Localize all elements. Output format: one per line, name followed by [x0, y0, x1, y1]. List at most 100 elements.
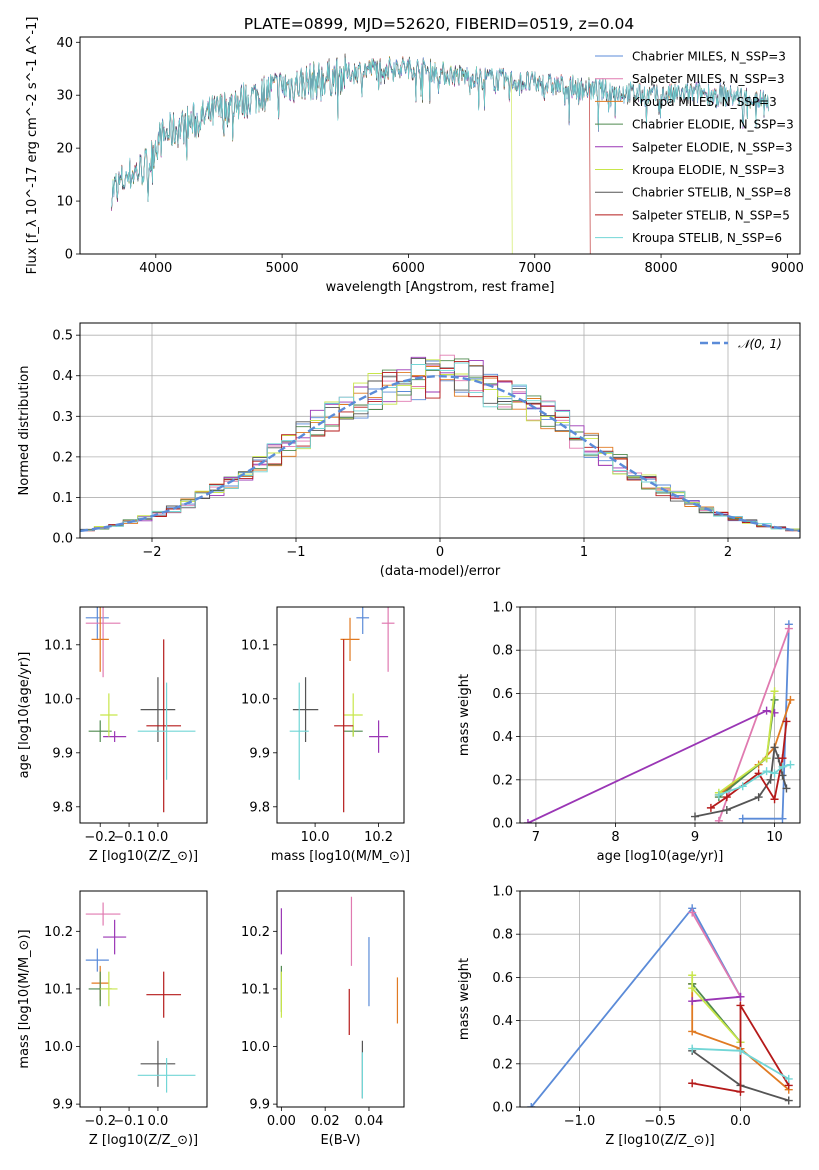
- y-tick-label: 0.0: [492, 817, 513, 832]
- axes-frame: [519, 890, 801, 1108]
- x-tick-label: 0.00: [267, 1114, 296, 1129]
- plot-area: [85, 607, 196, 813]
- x-tick-label: 0.0: [730, 1114, 751, 1129]
- legend-label: Chabrier STELIB, N_SSP=8: [632, 186, 791, 200]
- y-tick-label: 1.0: [492, 885, 513, 900]
- weight-marker: [762, 767, 771, 776]
- weight-marker: [691, 812, 699, 821]
- weight-marker: [527, 1103, 536, 1107]
- x-tick-label: 9000: [771, 261, 804, 276]
- plot-area: [85, 902, 196, 1093]
- y-tick-label: 9.9: [249, 746, 270, 761]
- weight-line-salpeter-elodie: [692, 995, 741, 1003]
- legend-label: Salpeter ELODIE, N_SSP=3: [632, 140, 793, 154]
- weight-vs-age-plot: 7 8 9 10 0.0 0.2 0.4 0.6 0.8 1.0 age [log10(age/yr…: [457, 601, 801, 864]
- weight-marker: [714, 816, 723, 823]
- y-tick-label: 10.0: [44, 692, 73, 707]
- y-axis-label: mass weight: [457, 674, 472, 756]
- y-tick-label: 9.9: [249, 1098, 270, 1113]
- x-tick-label: 5000: [266, 261, 299, 276]
- x-tick-label: 1: [580, 545, 588, 560]
- spectrum-line-kroupa-stelib: [111, 57, 769, 208]
- y-tick-label: 10.1: [241, 982, 270, 997]
- weight-marker: [688, 1079, 697, 1088]
- weight-vs-metallicity-plot: −1.0 −0.5 0.0 0.0 0.2 0.4 0.6 0.8 1.0 Z [log10(Z/…: [457, 885, 801, 1148]
- weight-marker: [736, 1046, 745, 1055]
- age-vs-mass-plot: 10.0 10.2 9.8 9.9 10.0 10.1 mass [log10(M/M_⊙)…: [241, 606, 410, 864]
- y-tick-label: 20: [56, 142, 73, 157]
- weight-marker: [688, 1027, 697, 1036]
- plot-area: [289, 607, 395, 813]
- y-tick-label: 9.9: [52, 1098, 73, 1113]
- weight-marker: [754, 793, 763, 802]
- weight-marker: [770, 743, 779, 752]
- weight-line-chabrier-stelib: [694, 747, 788, 818]
- x-tick-label: 2: [724, 545, 732, 560]
- y-tick-label: 9.8: [249, 800, 270, 815]
- y-tick-label: 0.6: [492, 687, 513, 702]
- x-tick-label: −0.5: [644, 1114, 676, 1129]
- weight-line-salpeter-miles: [691, 912, 742, 998]
- weight-marker: [688, 1044, 697, 1053]
- y-tick-label: 0.4: [52, 369, 73, 384]
- y-axis-label: mass weight: [457, 958, 472, 1040]
- y-tick-label: 10.1: [44, 982, 73, 997]
- legend-label: Chabrier ELODIE, N_SSP=3: [632, 118, 794, 132]
- weight-marker: [688, 997, 697, 1006]
- x-tick-label: 9: [691, 830, 699, 845]
- weight-marker: [706, 803, 715, 812]
- y-tick-label: 0.0: [492, 1101, 513, 1116]
- plot-area: [111, 53, 769, 254]
- x-tick-label: −0.1: [113, 1114, 145, 1129]
- x-tick-label: −1: [286, 545, 305, 560]
- legend-label: Kroupa STELIB, N_SSP=6: [632, 231, 782, 245]
- mass-vs-extinction-plot: 0.00 0.02 0.04 9.9 10.0 10.1 10.2 E(B-V): [241, 890, 405, 1148]
- spectrum-plot: 4000 5000 6000 7000 8000 9000 0 10 20 30 40 wavelen…: [25, 17, 804, 295]
- weight-marker: [762, 706, 771, 715]
- weight-marker: [736, 1087, 745, 1096]
- y-tick-label: 0.4: [492, 730, 513, 745]
- x-tick-label: 10.0: [301, 830, 330, 845]
- x-tick-label: 7: [532, 830, 540, 845]
- weight-line-kroupa-miles: [691, 983, 790, 1091]
- gaussian-curve: [80, 374, 800, 533]
- axes-frame: [79, 322, 801, 539]
- y-tick-label: 0.8: [492, 644, 513, 659]
- y-axis-label: age [log10(age/yr)]: [17, 652, 32, 779]
- x-axis-label: E(B-V): [320, 1133, 360, 1148]
- plot-area: [527, 904, 793, 1107]
- axes-frame: [79, 36, 801, 255]
- weight-marker: [778, 762, 787, 771]
- x-axis-label: (data-model)/error: [380, 564, 501, 579]
- x-axis-label: Z [log10(Z/Z_⊙)]: [605, 1133, 714, 1148]
- y-tick-label: 10.0: [241, 1040, 270, 1055]
- weight-marker: [738, 814, 747, 823]
- legend-label: Kroupa MILES, N_SSP=3: [632, 95, 777, 109]
- y-tick-label: 0.2: [492, 1057, 513, 1072]
- x-tick-label: 0.02: [311, 1114, 340, 1129]
- x-tick-label: 0.0: [148, 830, 169, 845]
- weight-marker: [778, 754, 787, 763]
- spectrum-line-chabrier-stelib: [111, 53, 769, 209]
- y-tick-label: 10: [56, 195, 73, 210]
- age-vs-metallicity-plot: −0.2−0.1 0.0 9.8 9.9 10.0 10.1 Z [log10(Z/Z_⊙)…: [17, 606, 208, 864]
- legend-label: Salpeter MILES, N_SSP=3: [632, 72, 785, 86]
- y-tick-label: 10.1: [241, 638, 270, 653]
- legend-label: Chabrier MILES, N_SSP=3: [632, 50, 786, 64]
- plot-area: [280, 896, 399, 1099]
- weight-marker: [770, 687, 779, 696]
- weight-line-salpeter-stelib: [710, 721, 788, 809]
- weight-marker: [714, 790, 723, 799]
- x-tick-label: 6000: [392, 261, 425, 276]
- y-tick-label: 10.0: [44, 1040, 73, 1055]
- weight-line-salpeter-miles: [718, 628, 790, 822]
- y-axis-label: mass [log10(M/M_⊙)]: [17, 929, 32, 1068]
- y-tick-label: 9.9: [52, 746, 73, 761]
- weight-marker: [722, 806, 731, 815]
- x-tick-label: 0.04: [354, 1114, 383, 1129]
- weight-marker: [688, 984, 697, 993]
- y-tick-label: 30: [56, 89, 73, 104]
- x-tick-label: −0.2: [84, 830, 116, 845]
- legend-label: Kroupa ELODIE, N_SSP=3: [632, 163, 785, 177]
- weight-marker: [786, 760, 795, 769]
